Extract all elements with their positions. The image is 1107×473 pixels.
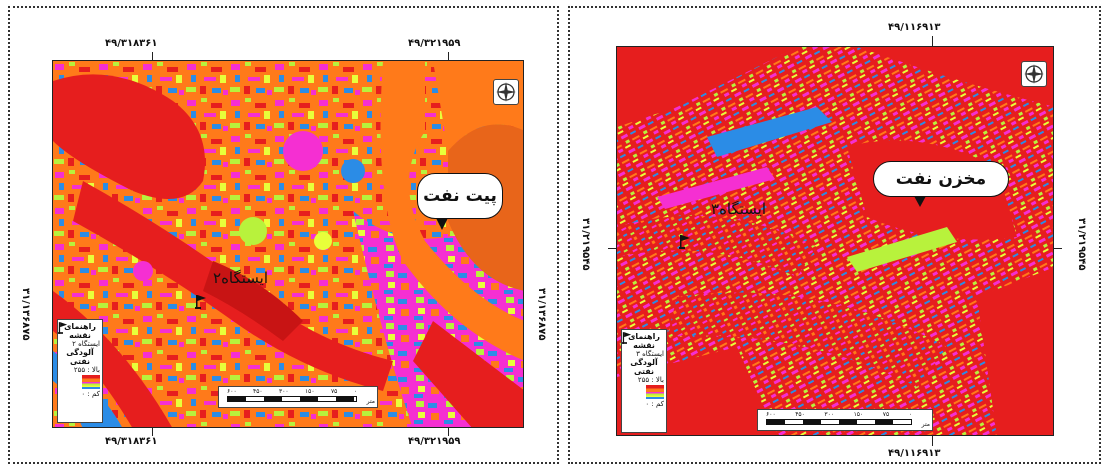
left-oil-pollution-map: پیت نفت ایستگاه۲ راهنمای نقشه ایستگاه ۲ …: [52, 60, 524, 428]
legend-high-label: بالا : ۲۵۵: [637, 376, 664, 384]
scale-label: ۷۵: [882, 411, 890, 418]
left-top-coord-1: ۴۹/۳۱۸۳۶۱: [105, 38, 158, 49]
legend-title: راهنمای نقشه: [64, 322, 96, 340]
legend-high-label: بالا : ۲۵۵: [73, 366, 100, 374]
scale-label: ۴۵۰: [795, 411, 805, 418]
left-map-legend: راهنمای نقشه ایستگاه ۲ آلودگی نفتی بالا …: [57, 319, 103, 423]
legend-low-label: کم : ۰: [81, 390, 100, 398]
scale-label: ۱۵۰: [304, 388, 315, 395]
legend-title: راهنمای نقشه: [628, 332, 660, 350]
right-bottom-coord: ۴۹/۱۱۶۹۱۳: [888, 448, 941, 459]
legend-heat-title: آلودگی نفتی: [630, 358, 658, 376]
oil-tank-label: مخزن نفت: [895, 169, 987, 189]
right-map-panel: ۴۹/۱۱۶۹۱۳ ۴۹/۱۱۶۹۱۳ ۳۱/۲۱۹۵۴۵ ۳۱/۲۱۹۵۴۵: [568, 6, 1101, 464]
left-side-coord-1: ۳۱/۱۳۶۸۷۵: [20, 288, 31, 341]
legend-flag-icon: [622, 332, 632, 344]
oil-pit-callout: پیت نفت: [417, 173, 503, 230]
scale-label: ۴۵۰: [252, 388, 263, 395]
north-arrow-icon: [1021, 61, 1047, 87]
right-top-coord: ۴۹/۱۱۶۹۱۳: [888, 22, 941, 33]
oil-tank-callout: مخزن نفت: [873, 161, 1009, 207]
legend-color-ramp: [82, 375, 100, 389]
right-oil-pollution-map: مخزن نفت ایستگاه۳ راهنمای نقشه ایستگاه ۳…: [616, 46, 1054, 436]
left-scale-bar: ۶۰۰ ۴۵۰ ۳۰۰ ۱۵۰ ۷۵ ۰ متر: [218, 386, 378, 408]
legend-flag-icon: [58, 322, 68, 334]
scale-label: ۷۵: [330, 388, 338, 395]
left-map-panel: ۴۹/۳۱۸۳۶۱ ۴۹/۳۲۱۹۵۹ ۴۹/۳۱۸۳۶۱ ۴۹/۳۲۱۹۵۹ …: [8, 6, 559, 464]
right-scale-bar: ۶۰۰ ۴۵۰ ۳۰۰ ۱۵۰ ۷۵ ۰ متر: [757, 409, 933, 431]
legend-station-item: ایستگاه ۲: [72, 340, 100, 348]
left-bottom-coord-2: ۴۹/۳۲۱۹۵۹: [408, 436, 461, 447]
scale-label: ۳۰۰: [824, 411, 835, 418]
legend-color-ramp: [646, 385, 664, 399]
scale-label: ۳۰۰: [278, 388, 289, 395]
left-top-coord-2: ۴۹/۳۲۱۹۵۹: [408, 38, 461, 49]
scale-unit: متر: [366, 398, 375, 405]
station-2-label: ایستگاه۲: [213, 269, 269, 287]
right-map-legend: راهنمای نقشه ایستگاه ۳ آلودگی نفتی بالا …: [621, 329, 667, 433]
legend-low-label: کم : ۰: [645, 400, 664, 408]
scale-label: ۰: [908, 411, 912, 418]
left-map-raster: [53, 61, 523, 427]
right-side-coord-2: ۳۱/۲۱۹۵۴۵: [1076, 218, 1087, 271]
scale-label: ۱۵۰: [853, 411, 864, 418]
legend-station-item: ایستگاه ۳: [636, 350, 664, 358]
left-side-coord-2: ۳۱/۱۳۶۸۷۵: [536, 288, 547, 341]
scale-bar-graphic: [227, 396, 357, 402]
scale-label: ۶۰۰: [227, 388, 237, 395]
scale-unit: متر: [921, 421, 930, 428]
scale-bar-graphic: [766, 419, 912, 425]
north-arrow-icon: [493, 79, 519, 105]
station-flag-icon: [195, 295, 206, 309]
scale-label: ۶۰۰: [766, 411, 776, 418]
oil-pit-label: پیت نفت: [423, 186, 497, 206]
scale-label: ۰: [353, 388, 357, 395]
legend-heat-title: آلودگی نفتی: [66, 348, 94, 366]
station-flag-icon: [679, 235, 690, 249]
left-bottom-coord-1: ۴۹/۳۱۸۳۶۱: [105, 436, 158, 447]
right-side-coord-1: ۳۱/۲۱۹۵۴۵: [580, 218, 591, 271]
station-3-label: ایستگاه۳: [711, 200, 767, 218]
